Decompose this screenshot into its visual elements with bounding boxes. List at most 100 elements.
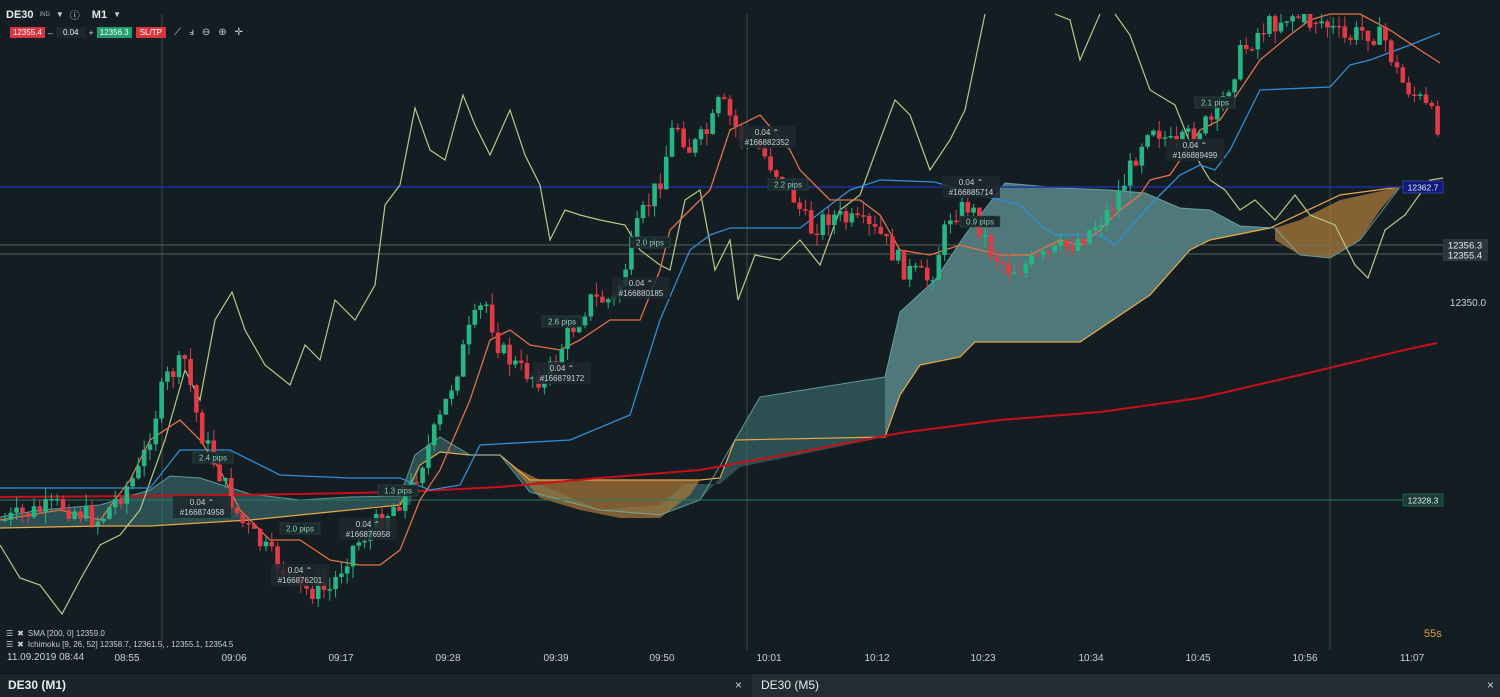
candle-body: [484, 304, 489, 306]
tab-de30-m1[interactable]: DE30 (M1): [8, 678, 67, 692]
candle-body: [414, 481, 420, 484]
trade-id: #166876958: [346, 530, 391, 539]
close-tab-icon[interactable]: ×: [1487, 678, 1495, 692]
candle-body: [1400, 67, 1406, 83]
chart-tab-bar: DE30 (M1) × DE30 (M5) ×: [0, 673, 1500, 697]
trade-marker[interactable]: 2.0 pips 0.04 ⌃#166880185: [612, 236, 671, 299]
symbol-chevron-down-icon[interactable]: ▼: [55, 10, 64, 19]
candle-body: [948, 220, 953, 225]
candle-body: [443, 398, 449, 415]
indicator-legend-sma[interactable]: ☰ ✖ SMA [200, 0] 12359.0: [6, 629, 105, 638]
layers-icon[interactable]: ☰: [6, 640, 14, 649]
timeframe-selector[interactable]: M1: [91, 8, 108, 21]
candle-body: [228, 477, 234, 508]
price-tag-blue[interactable]: 12362.7: [1402, 180, 1444, 194]
trade-marker[interactable]: 1.3 pips 0.04 ⌃#166876958: [339, 484, 419, 540]
candle-body: [356, 542, 362, 546]
candle-body: [716, 96, 721, 114]
pips-label: 2.0 pips: [286, 525, 314, 534]
candle-body: [861, 215, 866, 217]
close-icon[interactable]: ✖: [17, 629, 24, 638]
trade-info-box: [612, 277, 670, 299]
candle-body: [1348, 37, 1353, 40]
candle-body: [872, 224, 878, 227]
candle-body: [1267, 16, 1272, 34]
candle-body: [994, 256, 1000, 262]
close-icon[interactable]: ✖: [17, 640, 24, 649]
candle-body: [681, 128, 686, 148]
trade-info-box: [339, 518, 397, 540]
zoom-out-icon[interactable]: ⊖: [201, 27, 211, 38]
trade-marker[interactable]: 2.0 pips 0.04 ⌃#166876201: [271, 522, 329, 586]
volume-input[interactable]: 0.04: [55, 27, 86, 38]
candle-body: [1209, 116, 1214, 120]
candle-body: [1290, 16, 1295, 22]
pips-label: 2.1 pips: [1201, 99, 1229, 108]
trade-marker[interactable]: 2.6 pips 0.04 ⌃#166879172: [533, 315, 591, 384]
ichimoku-legend-text: Ichimoku [9, 26, 52] 12358.7, 12361.5, ,…: [27, 640, 234, 649]
candle-body: [727, 98, 733, 116]
trade-marker[interactable]: 2.1 pips 0.04 ⌃#166889499: [1166, 96, 1236, 161]
info-icon[interactable]: ⓘ: [69, 11, 80, 22]
time-label: 10:34: [1078, 653, 1103, 664]
candle-body: [188, 358, 193, 386]
candle-body: [1087, 229, 1092, 244]
candle-body: [1243, 45, 1249, 49]
candle-body: [333, 576, 338, 590]
candle-body: [315, 581, 321, 599]
trade-volume: 0.04 ⌃: [550, 364, 575, 373]
candle-body: [559, 348, 565, 364]
kijun-line: [0, 32, 1441, 491]
candle-body: [78, 511, 83, 519]
candle-body: [304, 585, 309, 589]
layers-icon[interactable]: ☰: [6, 629, 14, 638]
pips-badge: [192, 451, 234, 464]
trade-marker[interactable]: 2.4 pips 0.04 ⌃#166874958: [173, 451, 234, 518]
bid-price-label: 12355.4: [1448, 251, 1482, 262]
candle-body: [530, 376, 536, 380]
time-label: 10:56: [1292, 653, 1317, 664]
candle-body: [1104, 209, 1110, 226]
price-tag-bid: 12355.4: [1443, 249, 1488, 262]
candle-body: [1330, 25, 1336, 28]
buy-price-button[interactable]: 12356.3: [96, 27, 132, 38]
candle-body: [1388, 40, 1394, 63]
ask-price-label: 12356.3: [1448, 241, 1482, 252]
candle-body: [669, 127, 675, 157]
volume-decrease-button[interactable]: –: [47, 27, 53, 38]
candle-body: [1017, 272, 1023, 275]
zoom-in-icon[interactable]: ⊕: [218, 27, 227, 38]
candle-body: [1203, 116, 1208, 134]
trade-marker[interactable]: 0.9 pips 0.04 ⌃#166885714: [942, 176, 1001, 228]
candle-body: [1307, 14, 1313, 28]
candle-body: [634, 218, 640, 237]
sell-price-button[interactable]: 12355.4: [10, 27, 45, 38]
symbol-label[interactable]: DE30: [6, 8, 34, 21]
price-tag-green[interactable]: 12328.3: [1402, 493, 1444, 507]
candle-body: [1359, 27, 1365, 31]
y-axis-label: 12350.0: [1450, 298, 1487, 309]
tab-de30-m5[interactable]: DE30 (M5): [761, 678, 820, 692]
indicator-legend-ichimoku[interactable]: ☰ ✖ Ichimoku [9, 26, 52] 12358.7, 12361.…: [6, 640, 233, 649]
sltp-button[interactable]: SL/TP: [135, 27, 166, 38]
candle-body: [721, 96, 727, 99]
close-tab-icon[interactable]: ×: [735, 678, 743, 692]
candle-body: [83, 505, 89, 519]
candle-body: [518, 360, 524, 363]
time-axis: 08:55 09:06 09:17 09:28 09:39 09:50 10:01 10:12…: [114, 653, 1424, 664]
timeframe-chevron-down-icon[interactable]: ▼: [113, 10, 121, 19]
volume-increase-button[interactable]: +: [88, 27, 94, 38]
indicators-icon[interactable]: ⅎ: [188, 27, 194, 38]
candle-body: [1139, 146, 1145, 166]
crosshair-icon[interactable]: ✛: [234, 27, 244, 38]
candle-body: [878, 226, 884, 234]
chart-type-icon[interactable]: ⟋: [173, 27, 181, 38]
trade-marker[interactable]: 2.2 pips 0.04 ⌃#166882352: [738, 126, 809, 191]
candle-body: [217, 464, 222, 482]
candle-body: [820, 214, 826, 236]
candle-body: [907, 265, 913, 280]
candle-body: [136, 466, 141, 479]
candle-body: [965, 201, 971, 213]
